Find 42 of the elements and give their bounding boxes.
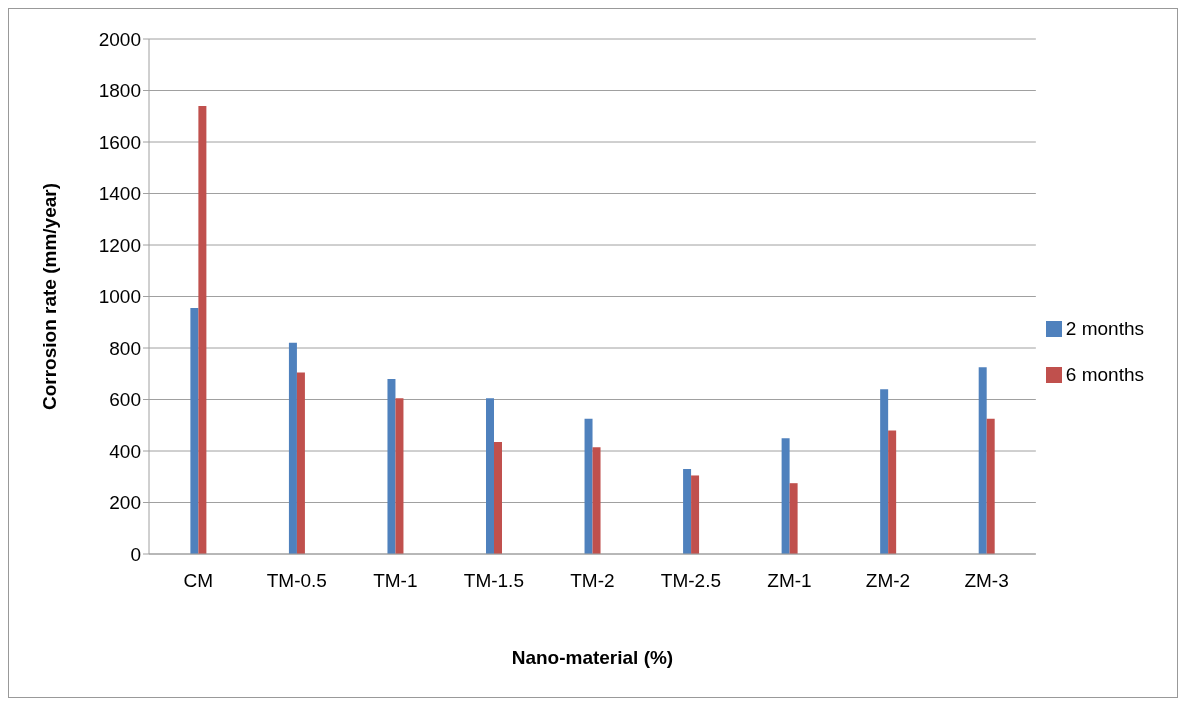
bar (584, 418, 593, 554)
x-tick-label: TM-2.5 (660, 570, 722, 592)
legend-label: 2 months (1065, 317, 1144, 339)
bar (789, 483, 798, 554)
y-tick-label: 0 (130, 543, 141, 565)
x-tick-label: CM (183, 570, 214, 592)
x-tick-label: ZM-1 (767, 570, 812, 592)
y-tick-label: 600 (109, 389, 141, 411)
y-axis-title: Corrosion rate (mm/year) (38, 182, 60, 411)
bar (190, 308, 199, 554)
bar (781, 438, 790, 554)
y-tick-label: 1200 (98, 234, 141, 256)
bar (296, 372, 305, 554)
y-tick-label: 200 (109, 492, 141, 514)
x-axis-title: Nano-material (%) (511, 647, 674, 668)
y-tick-label: 800 (109, 337, 141, 359)
bar (486, 398, 494, 554)
bar (880, 389, 889, 554)
x-tick-label: TM-1 (373, 570, 418, 592)
x-tick-label: TM-1.5 (463, 570, 524, 592)
bar (494, 441, 502, 554)
bar (986, 418, 995, 554)
legend-label: 6 months (1065, 363, 1144, 385)
bar (592, 447, 601, 554)
y-tick-label: 1000 (98, 286, 141, 308)
bar (683, 469, 692, 554)
bar (888, 430, 897, 554)
bar (288, 342, 297, 554)
bar (978, 367, 987, 554)
x-tick-label: TM-2 (570, 570, 615, 592)
y-tick-label: 1600 (98, 131, 141, 153)
y-tick-label: 2000 (98, 28, 141, 50)
bar (198, 105, 207, 554)
y-tick-label: 400 (109, 440, 141, 462)
x-tick-label: TM-0.5 (266, 570, 327, 592)
x-tick-label: ZM-2 (865, 570, 911, 592)
bar (691, 475, 700, 554)
bar (395, 398, 404, 554)
x-tick-label: ZM-3 (964, 570, 1009, 592)
y-tick-label: 1400 (98, 183, 141, 205)
y-tick-label: 1800 (98, 80, 141, 102)
bar (387, 378, 396, 554)
